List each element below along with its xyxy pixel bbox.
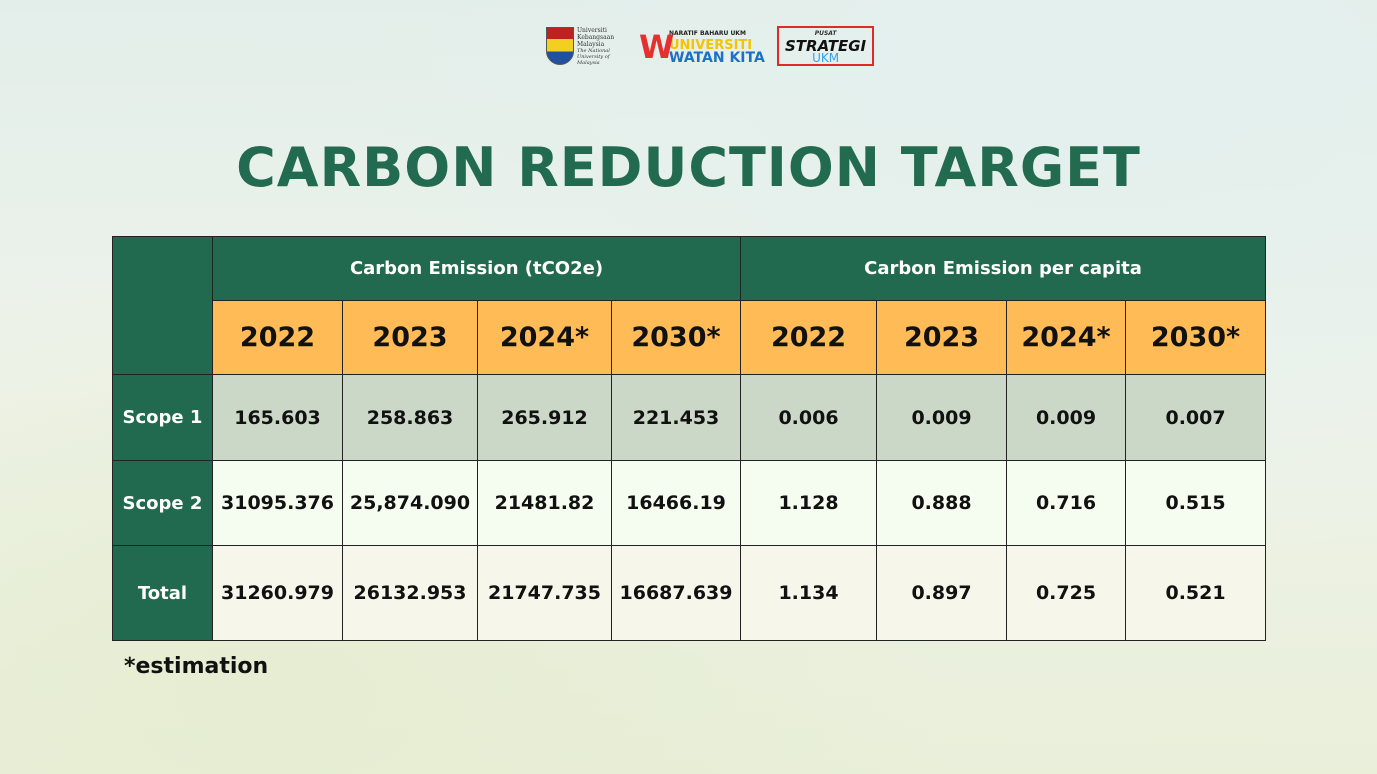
corner-cell [112, 236, 213, 375]
cell: 0.897 [876, 545, 1008, 641]
ukm-logo-text: Malaysia [577, 40, 605, 48]
year-header: 2030* [610, 300, 742, 375]
year-header: 2022 [740, 300, 878, 375]
cell: 0.716 [1006, 460, 1127, 546]
cell: 0.007 [1125, 374, 1267, 461]
cell: 0.006 [740, 374, 878, 461]
strategi-bottom: UKM [812, 51, 840, 65]
year-header: 2023 [876, 300, 1008, 375]
cell: 258.863 [342, 374, 478, 461]
cell: 31260.979 [212, 545, 343, 641]
logo-bar: Universiti Kebangsaan Malaysia The Natio… [546, 26, 875, 66]
cell: 0.009 [1006, 374, 1127, 461]
row-label: Total [112, 545, 213, 641]
uwk-tag: NARATIF BAHARU UKM [669, 30, 746, 37]
pusat-strategi-logo: PUSAT STRATEGI UKM [777, 26, 875, 66]
cell: 165.603 [212, 374, 343, 461]
strategi-top: PUSAT [814, 30, 837, 37]
cell: 0.888 [876, 460, 1008, 546]
uwk-line2: WATAN KITA [669, 50, 765, 66]
cell: 0.009 [876, 374, 1008, 461]
year-header: 2024* [477, 300, 612, 375]
ukm-crest-icon [546, 27, 574, 65]
universiti-watan-kita-logo: W NARATIF BAHARU UKM UNIVERSITI WATAN KI… [639, 28, 769, 66]
cell: 0.521 [1125, 545, 1267, 641]
cell: 21481.82 [477, 460, 612, 546]
strategi-main: STRATEGI [785, 37, 867, 55]
group-header: Carbon Emission (tCO2e) [211, 236, 742, 301]
page-title: CARBON REDUCTION TARGET [236, 136, 1141, 199]
cell: 31095.376 [212, 460, 343, 546]
table-row: Scope 2 31095.376 25,874.090 21481.82 16… [112, 460, 1267, 546]
carbon-table: Carbon Emission (tCO2e) Carbon Emission … [112, 236, 1267, 641]
year-header: 2022 [212, 300, 343, 375]
cell: 21747.735 [477, 545, 612, 641]
cell: 16687.639 [610, 545, 742, 641]
uwk-line1: UNIVERSITI [669, 38, 753, 53]
ukm-logo-text: Kebangsaan [577, 33, 615, 41]
cell: 16466.19 [610, 460, 742, 546]
estimation-note: *estimation [124, 654, 269, 679]
group-header: Carbon Emission per capita [740, 236, 1267, 301]
cell: 0.515 [1125, 460, 1267, 546]
cell: 0.725 [1006, 545, 1127, 641]
year-header: 2023 [342, 300, 478, 375]
row-label: Scope 2 [112, 460, 213, 546]
ukm-logo-text: Universiti [577, 26, 607, 34]
cell: 1.134 [740, 545, 878, 641]
year-header: 2030* [1125, 300, 1267, 375]
ukm-logo-text: The National University of Malaysia [577, 47, 610, 66]
row-label: Scope 1 [112, 374, 213, 461]
table-row: Total 31260.979 26132.953 21747.735 1668… [112, 545, 1267, 641]
cell: 1.128 [740, 460, 878, 546]
w-logo-icon: W [639, 28, 675, 66]
cell: 221.453 [610, 374, 742, 461]
cell: 26132.953 [342, 545, 478, 641]
cell: 25,874.090 [342, 460, 478, 546]
table-row: Scope 1 165.603 258.863 265.912 221.453 … [112, 374, 1267, 461]
year-header: 2024* [1006, 300, 1127, 375]
cell: 265.912 [477, 374, 612, 461]
ukm-logo: Universiti Kebangsaan Malaysia The Natio… [546, 27, 631, 66]
